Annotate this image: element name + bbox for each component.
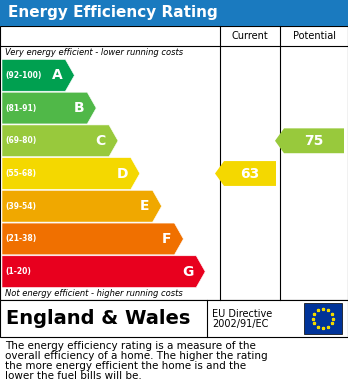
Bar xyxy=(0,26,348,300)
Text: E: E xyxy=(140,199,150,213)
Polygon shape xyxy=(2,190,161,222)
Text: (21-38): (21-38) xyxy=(5,235,36,244)
Text: C: C xyxy=(96,134,106,148)
Text: 2002/91/EC: 2002/91/EC xyxy=(212,319,268,329)
Polygon shape xyxy=(215,161,276,186)
Text: lower the fuel bills will be.: lower the fuel bills will be. xyxy=(5,371,142,381)
Text: The energy efficiency rating is a measure of the: The energy efficiency rating is a measur… xyxy=(5,341,256,351)
Text: (81-91): (81-91) xyxy=(5,104,36,113)
Text: EU Directive: EU Directive xyxy=(212,309,272,319)
Text: A: A xyxy=(52,68,62,83)
Text: (69-80): (69-80) xyxy=(5,136,36,145)
Text: B: B xyxy=(73,101,84,115)
Text: 75: 75 xyxy=(304,134,324,148)
Bar xyxy=(304,303,342,334)
Text: England & Wales: England & Wales xyxy=(6,309,190,328)
Polygon shape xyxy=(2,125,118,157)
Text: (1-20): (1-20) xyxy=(5,267,31,276)
Text: overall efficiency of a home. The higher the rating: overall efficiency of a home. The higher… xyxy=(5,351,268,361)
Text: Not energy efficient - higher running costs: Not energy efficient - higher running co… xyxy=(5,289,183,298)
Text: G: G xyxy=(182,265,193,279)
Polygon shape xyxy=(2,59,74,91)
Polygon shape xyxy=(2,158,140,189)
Bar xyxy=(0,300,348,337)
Text: (39-54): (39-54) xyxy=(5,202,36,211)
Text: F: F xyxy=(162,232,172,246)
Text: D: D xyxy=(116,167,128,181)
Text: Potential: Potential xyxy=(293,31,335,41)
Polygon shape xyxy=(2,223,183,255)
Polygon shape xyxy=(2,92,96,124)
Text: (92-100): (92-100) xyxy=(5,71,41,80)
Text: the more energy efficient the home is and the: the more energy efficient the home is an… xyxy=(5,361,246,371)
Text: Energy Efficiency Rating: Energy Efficiency Rating xyxy=(8,5,218,20)
Bar xyxy=(0,0,348,26)
Polygon shape xyxy=(2,256,205,287)
Polygon shape xyxy=(275,128,344,153)
Text: Very energy efficient - lower running costs: Very energy efficient - lower running co… xyxy=(5,48,183,57)
Text: 63: 63 xyxy=(240,167,260,181)
Text: Current: Current xyxy=(232,31,268,41)
Text: (55-68): (55-68) xyxy=(5,169,36,178)
